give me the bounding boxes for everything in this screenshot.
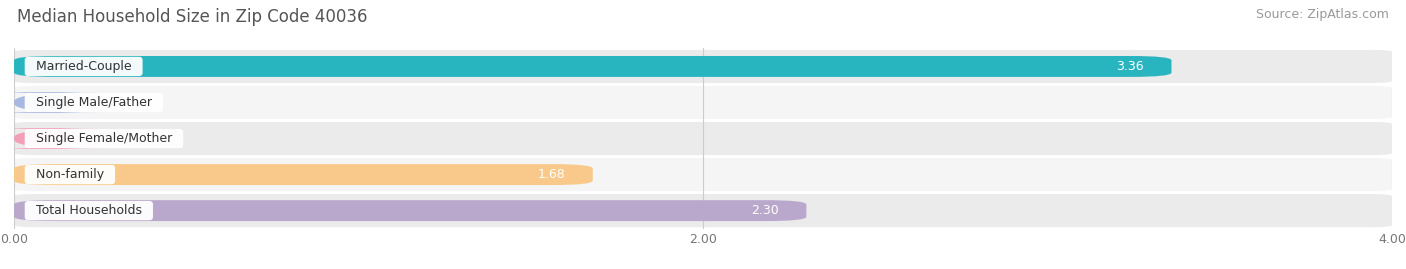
Text: Single Male/Father: Single Male/Father xyxy=(28,96,160,109)
FancyBboxPatch shape xyxy=(14,194,1392,227)
FancyBboxPatch shape xyxy=(14,86,1392,119)
FancyBboxPatch shape xyxy=(14,56,1171,77)
Text: Single Female/Mother: Single Female/Mother xyxy=(28,132,180,145)
FancyBboxPatch shape xyxy=(0,128,104,149)
Text: Married-Couple: Married-Couple xyxy=(28,60,139,73)
FancyBboxPatch shape xyxy=(14,158,1392,191)
Text: 0.00: 0.00 xyxy=(97,132,125,145)
FancyBboxPatch shape xyxy=(0,92,104,113)
Text: Non-family: Non-family xyxy=(28,168,112,181)
FancyBboxPatch shape xyxy=(14,164,593,185)
Text: Total Households: Total Households xyxy=(28,204,150,217)
Text: 2.30: 2.30 xyxy=(751,204,779,217)
FancyBboxPatch shape xyxy=(14,122,1392,155)
Text: 1.68: 1.68 xyxy=(537,168,565,181)
Text: 3.36: 3.36 xyxy=(1116,60,1144,73)
FancyBboxPatch shape xyxy=(14,200,806,221)
Text: 0.00: 0.00 xyxy=(97,96,125,109)
Text: Source: ZipAtlas.com: Source: ZipAtlas.com xyxy=(1256,8,1389,21)
Text: Median Household Size in Zip Code 40036: Median Household Size in Zip Code 40036 xyxy=(17,8,367,26)
FancyBboxPatch shape xyxy=(14,50,1392,83)
